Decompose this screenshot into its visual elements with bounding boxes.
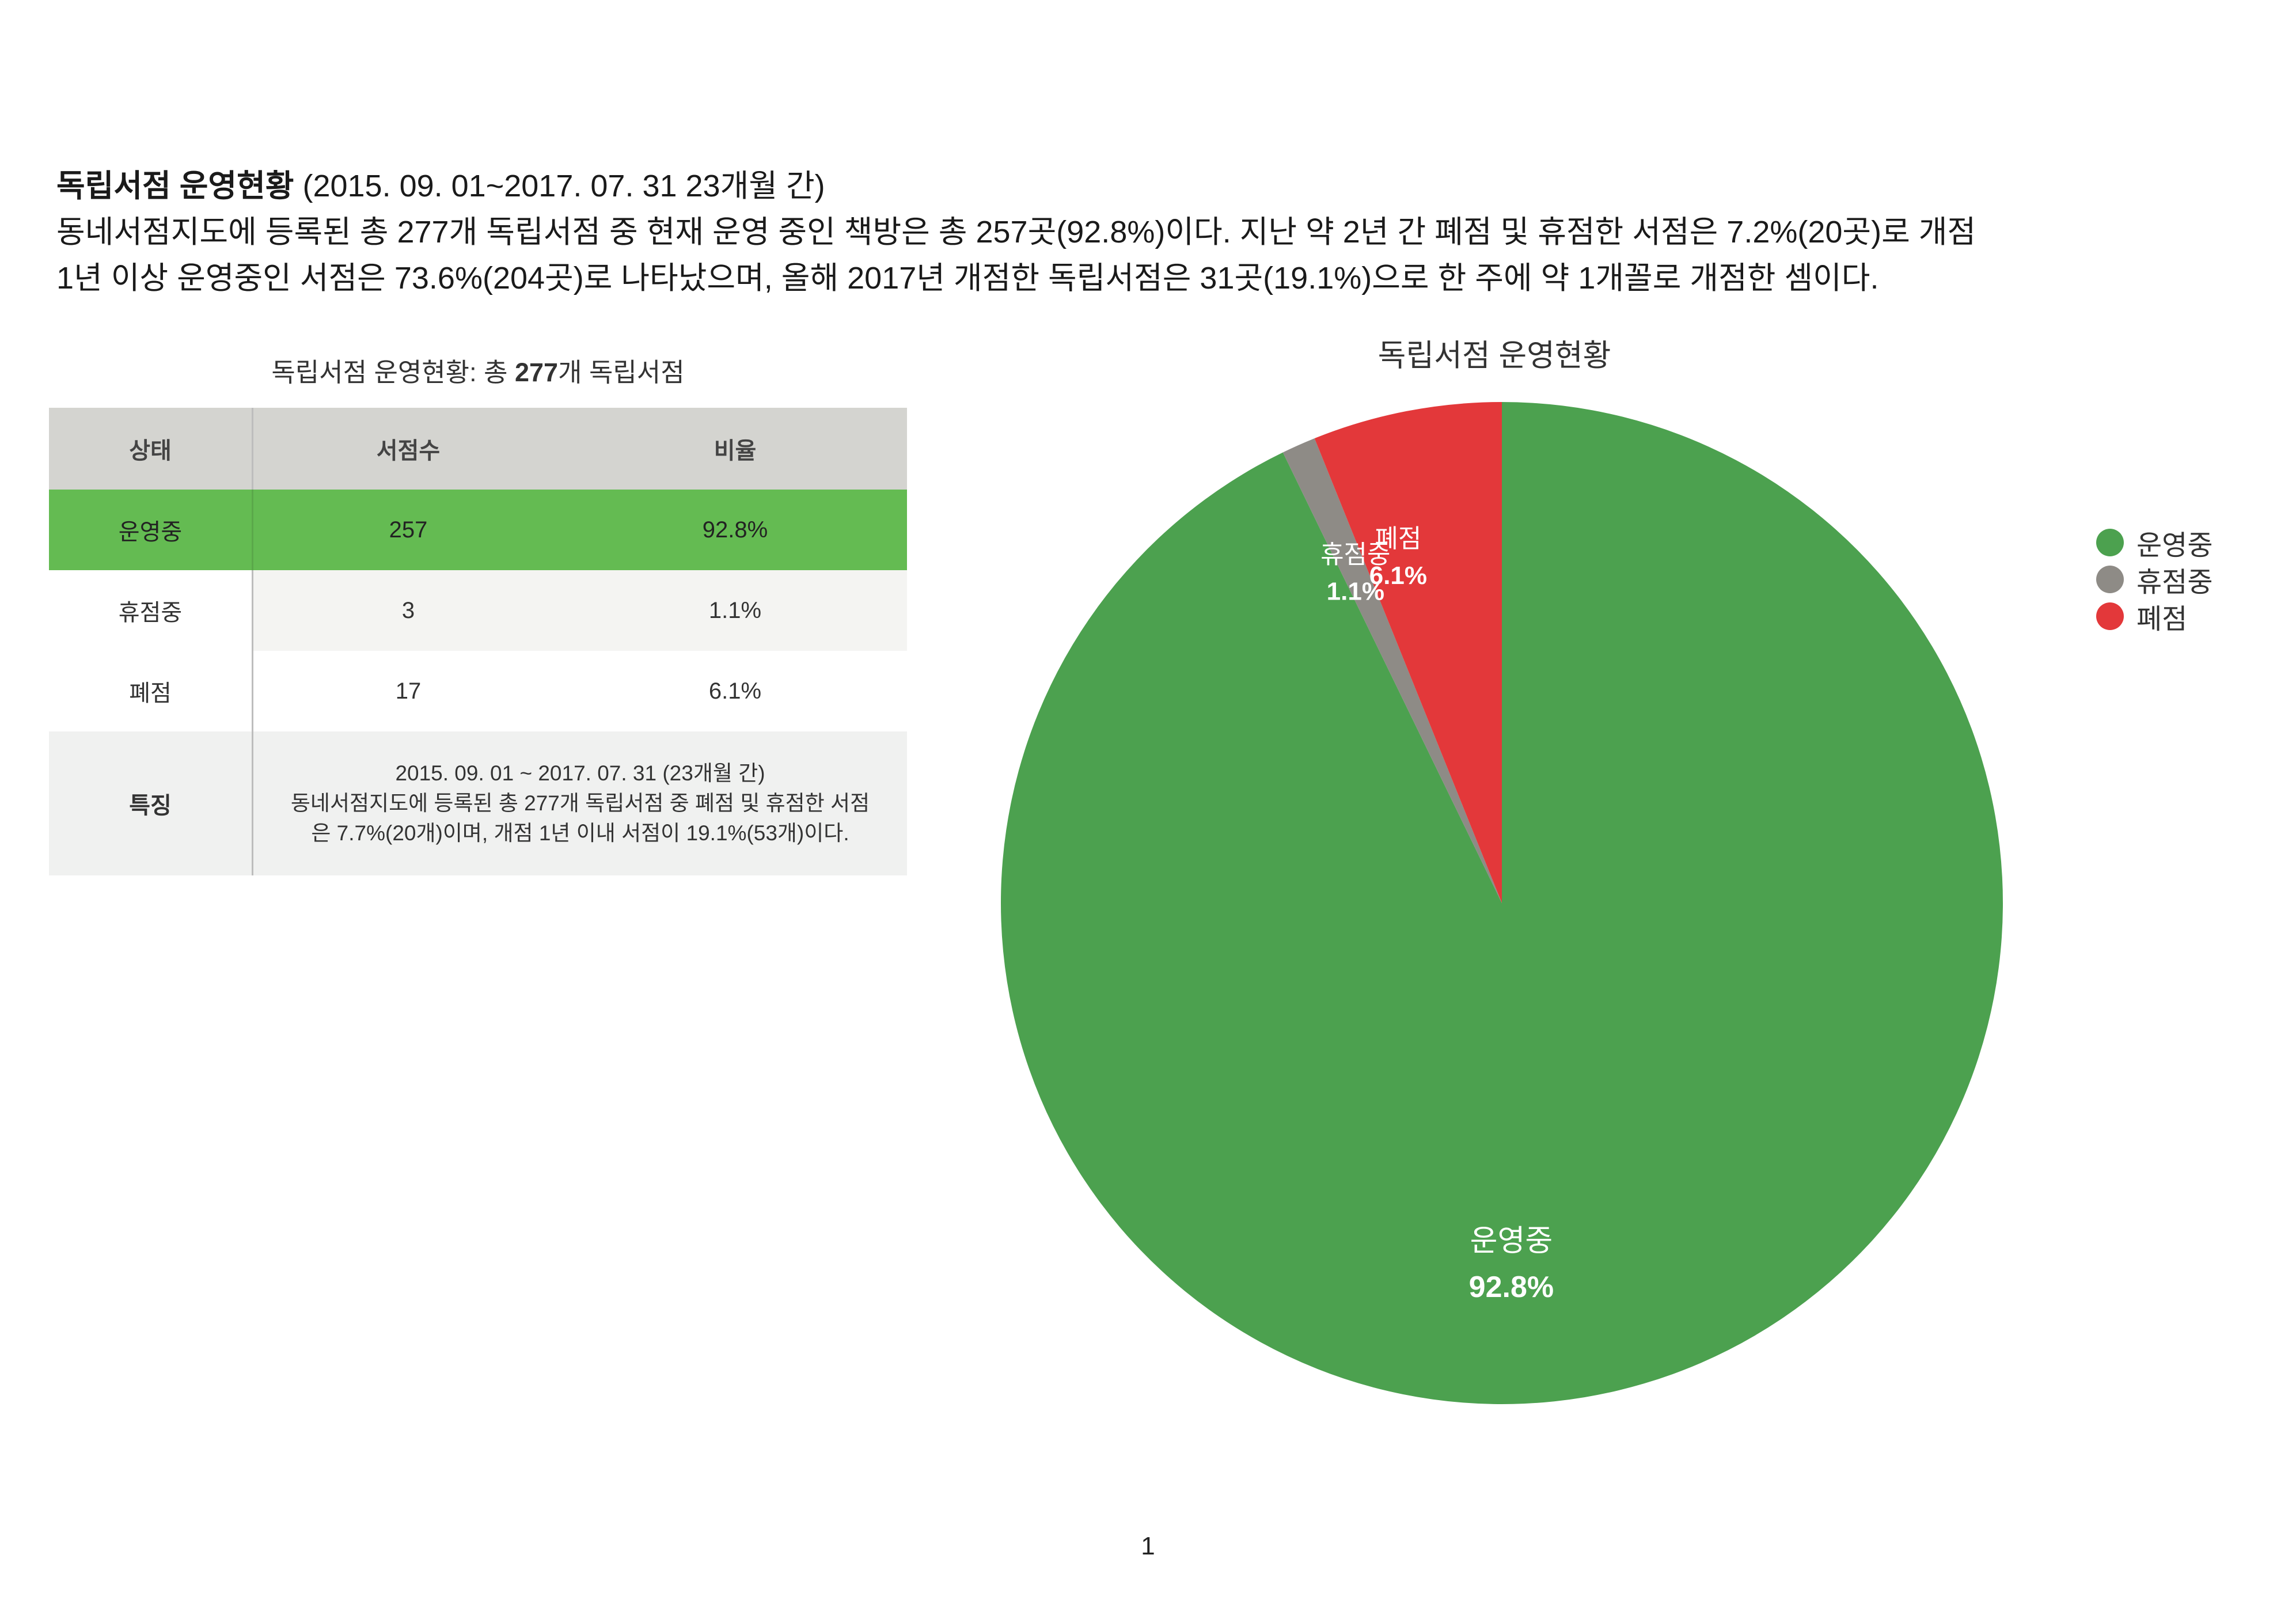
cell-feature-text: 2015. 09. 01 ~ 2017. 07. 31 (23개월 간) 동네서…	[252, 731, 907, 875]
legend-label: 운영중	[2136, 530, 2213, 561]
cell-status: 운영중	[49, 490, 253, 570]
slice-label-value: 1.1%	[1327, 577, 1384, 605]
legend-label: 폐점	[2136, 604, 2188, 635]
intro-line-2: 동네서점지도에 등록된 총 277개 독립서점 중 현재 운영 중인 책방은 총…	[56, 215, 1976, 249]
intro-title: 독립서점 운영현황	[56, 169, 294, 203]
feature-line-2: 동네서점지도에 등록된 총 277개 독립서점 중 폐점 및 휴점한 서점	[290, 791, 870, 815]
table-title-prefix: 독립서점 운영현황: 총	[271, 358, 515, 387]
table-header-row: 상태 서점수 비율	[49, 408, 907, 490]
table-row: 폐점 17 6.1%	[49, 651, 907, 731]
stats-table: 상태 서점수 비율 운영중 257 92.8% 휴점중 3 1.1% 폐점 17…	[49, 408, 907, 875]
intro-heading: 독립서점 운영현황 (2015. 09. 01~2017. 07. 31 23개…	[56, 163, 2187, 209]
header-ratio: 비율	[563, 408, 907, 490]
slice-label-name: 운영중	[1470, 1224, 1553, 1258]
legend-dot-icon	[2096, 566, 2124, 593]
intro-line-3: 1년 이상 운영중인 서점은 73.6%(204곳)로 나타났으며, 올해 20…	[56, 261, 1879, 295]
feature-line-1: 2015. 09. 01 ~ 2017. 07. 31 (23개월 간)	[395, 761, 765, 785]
slice-label-name: 폐점	[1375, 525, 1421, 553]
table-row: 운영중 257 92.8%	[49, 490, 907, 570]
intro-text: 독립서점 운영현황 (2015. 09. 01~2017. 07. 31 23개…	[56, 163, 2187, 301]
table-title-count: 277	[515, 358, 559, 387]
chart-legend: 운영중 휴점중 폐점	[2096, 524, 2212, 635]
pie-slice-폐점	[1314, 402, 1502, 903]
legend-item: 폐점	[2096, 598, 2212, 635]
table-title-suffix: 개 독립서점	[558, 358, 685, 387]
cell-ratio: 92.8%	[563, 490, 907, 570]
intro-period: (2015. 09. 01~2017. 07. 31 23개월 간)	[294, 169, 825, 203]
table-title: 독립서점 운영현황: 총 277개 독립서점	[49, 351, 907, 389]
cell-count: 257	[252, 490, 563, 570]
table-row: 휴점중 3 1.1%	[49, 570, 907, 651]
slice-label-name: 휴점중	[1320, 540, 1390, 568]
legend-label: 휴점중	[2136, 567, 2213, 598]
chart-title: 독립서점 운영현황	[1377, 339, 1611, 373]
slice-label-value: 6.1%	[1369, 562, 1427, 590]
legend-dot-icon	[2096, 602, 2124, 630]
cell-count: 17	[252, 651, 563, 731]
cell-status: 폐점	[49, 651, 253, 731]
cell-ratio: 6.1%	[563, 651, 907, 731]
legend-item: 운영중	[2096, 524, 2212, 561]
page-number: 1	[1141, 1532, 1155, 1560]
table-row-feature: 특징 2015. 09. 01 ~ 2017. 07. 31 (23개월 간) …	[49, 731, 907, 875]
header-count: 서점수	[252, 408, 563, 490]
pie-slice-휴점중	[1282, 438, 1502, 903]
slice-label-value: 92.8%	[1469, 1271, 1554, 1304]
cell-count: 3	[252, 570, 563, 651]
legend-item: 휴점중	[2096, 561, 2212, 598]
header-status: 상태	[49, 408, 253, 490]
legend-dot-icon	[2096, 529, 2124, 556]
cell-status: 휴점중	[49, 570, 253, 651]
cell-ratio: 1.1%	[563, 570, 907, 651]
cell-feature-label: 특징	[49, 731, 253, 875]
feature-line-3: 은 7.7%(20개)이며, 개점 1년 이내 서점이 19.1%(53개)이다…	[311, 821, 849, 845]
